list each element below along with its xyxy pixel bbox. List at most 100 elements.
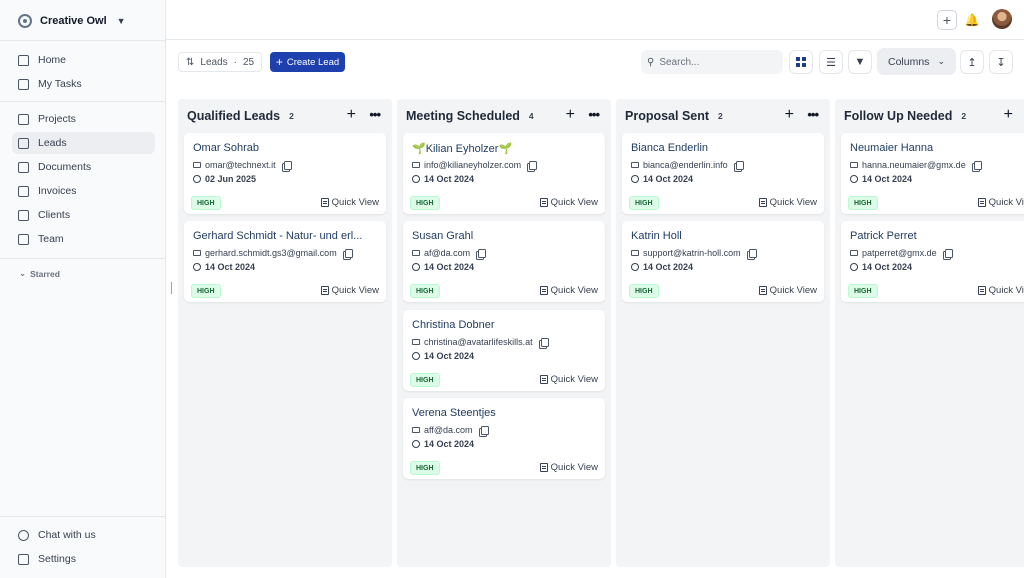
more-options-icon[interactable]: ••• <box>369 107 381 122</box>
lead-email-row: omar@technext.it <box>193 160 292 170</box>
sidebar-item-settings[interactable]: Settings <box>12 548 155 570</box>
create-lead-button[interactable]: + Create Lead <box>270 52 345 72</box>
quick-view-button[interactable]: Quick View <box>977 285 1024 296</box>
sidebar-resize-handle[interactable] <box>171 282 173 294</box>
bell-icon[interactable]: 🔔 <box>964 13 980 27</box>
quick-view-label: Quick View <box>988 285 1024 296</box>
add-card-icon[interactable]: + <box>346 106 356 123</box>
clock-icon <box>193 175 201 183</box>
sidebar-item-my-tasks[interactable]: My Tasks <box>12 73 155 95</box>
list-view-button[interactable]: ☰ <box>819 50 843 74</box>
sidebar-item-invoices[interactable]: Invoices <box>12 180 155 202</box>
copy-icon[interactable] <box>529 160 538 170</box>
lead-name[interactable]: Verena Steentjes <box>412 407 496 419</box>
lead-card[interactable]: Neumaier Hanna hanna.neumaier@gmx.de 14 … <box>841 133 1024 214</box>
sidebar-item-chat[interactable]: Chat with us <box>12 524 155 546</box>
lead-date: 14 Oct 2024 <box>424 174 475 184</box>
lead-name[interactable]: Christina Dobner <box>412 319 495 331</box>
lead-date: 14 Oct 2024 <box>643 174 694 184</box>
lead-card[interactable]: Gerhard Schmidt - Natur- und erl... gerh… <box>184 221 386 302</box>
lead-card[interactable]: Bianca Enderlin bianca@enderlin.info 14 … <box>622 133 824 214</box>
quick-view-button[interactable]: Quick View <box>758 197 817 208</box>
lead-card[interactable]: Omar Sohrab omar@technext.it 02 Jun 2025… <box>184 133 386 214</box>
priority-badge: HIGH <box>191 196 221 210</box>
lead-date: 14 Oct 2024 <box>424 439 475 449</box>
search-icon: ⚲ <box>647 56 655 68</box>
lead-email-row: support@katrin-holl.com <box>631 248 757 258</box>
starred-section-toggle[interactable]: ⌄ Starred <box>19 268 60 279</box>
import-button[interactable]: ↧ <box>989 50 1013 74</box>
mail-icon <box>850 162 858 168</box>
add-icon[interactable]: + <box>937 10 957 30</box>
quick-view-label: Quick View <box>988 197 1024 208</box>
copy-icon[interactable] <box>344 248 353 258</box>
workspace-switcher[interactable]: Creative Owl ▼ <box>18 12 126 30</box>
mail-icon <box>412 339 420 345</box>
lead-email-row: af@da.com <box>412 248 487 258</box>
lead-card[interactable]: Katrin Holl support@katrin-holl.com 14 O… <box>622 221 824 302</box>
priority-badge: HIGH <box>629 284 659 298</box>
chat-icon <box>18 529 29 541</box>
lead-card[interactable]: 🌱Kilian Eyholzer🌱 info@kilianeyholzer.co… <box>403 133 605 214</box>
lead-card[interactable]: Christina Dobner christina@avatarlifeski… <box>403 310 605 391</box>
owl-logo-icon <box>18 14 32 28</box>
add-card-icon[interactable]: + <box>1003 106 1013 123</box>
quick-view-button[interactable]: Quick View <box>977 197 1024 208</box>
sidebar-item-documents[interactable]: Documents <box>12 156 155 178</box>
copy-icon[interactable] <box>478 248 487 258</box>
more-options-icon[interactable]: ••• <box>807 107 819 122</box>
sidebar-item-clients[interactable]: Clients <box>12 204 155 226</box>
priority-badge: HIGH <box>410 284 440 298</box>
copy-icon[interactable] <box>480 425 489 435</box>
add-card-icon[interactable]: + <box>784 106 794 123</box>
filter-button[interactable]: ▼ <box>848 50 872 74</box>
lead-date-row: 02 Jun 2025 <box>193 174 256 184</box>
board-view-button[interactable] <box>789 50 813 74</box>
top-bar: + 🔔 <box>166 0 1024 40</box>
sidebar-item-home[interactable]: Home <box>12 49 155 71</box>
priority-badge: HIGH <box>410 196 440 210</box>
quick-view-button[interactable]: Quick View <box>758 285 817 296</box>
sidebar-item-leads[interactable]: Leads <box>12 132 155 154</box>
more-options-icon[interactable]: ••• <box>588 107 600 122</box>
search-input[interactable] <box>659 56 775 68</box>
avatar[interactable] <box>992 9 1012 29</box>
quick-view-button[interactable]: Quick View <box>320 197 379 208</box>
column-meeting-scheduled: Meeting Scheduled 4 + ••• 🌱Kilian Eyholz… <box>397 99 611 567</box>
quick-view-button[interactable]: Quick View <box>539 197 598 208</box>
lead-card[interactable]: Verena Steentjes aff@da.com 14 Oct 2024 … <box>403 398 605 479</box>
add-card-icon[interactable]: + <box>565 106 575 123</box>
columns-dropdown[interactable]: Columns ⌄ <box>877 48 956 75</box>
lead-email: christina@avatarlifeskills.at <box>424 337 533 347</box>
sidebar-item-projects[interactable]: Projects <box>12 108 155 130</box>
copy-icon[interactable] <box>944 248 953 258</box>
lead-name[interactable]: Bianca Enderlin <box>631 142 709 154</box>
quick-view-button[interactable]: Quick View <box>539 374 598 385</box>
quick-view-button[interactable]: Quick View <box>320 285 379 296</box>
lead-name[interactable]: 🌱Kilian Eyholzer🌱 <box>412 143 513 155</box>
lead-date-row: 14 Oct 2024 <box>631 174 693 184</box>
sidebar-item-team[interactable]: Team <box>12 228 155 250</box>
copy-icon[interactable] <box>748 248 757 258</box>
lead-date: 14 Oct 2024 <box>205 262 256 272</box>
copy-icon[interactable] <box>735 160 744 170</box>
lead-card[interactable]: Patrick Perret patperret@gmx.de 14 Oct 2… <box>841 221 1024 302</box>
lead-name[interactable]: Gerhard Schmidt - Natur- und erl... <box>193 230 363 242</box>
lead-name[interactable]: Patrick Perret <box>850 230 917 242</box>
export-button[interactable]: ↥ <box>960 50 984 74</box>
quick-view-button[interactable]: Quick View <box>539 285 598 296</box>
column-count: 4 <box>528 111 534 121</box>
lead-name[interactable]: Susan Grahl <box>412 230 474 242</box>
mail-icon <box>412 162 420 168</box>
lead-name[interactable]: Omar Sohrab <box>193 142 260 154</box>
copy-icon[interactable] <box>283 160 292 170</box>
quick-view-button[interactable]: Quick View <box>539 462 598 473</box>
lead-email-row: hanna.neumaier@gmx.de <box>850 160 982 170</box>
copy-icon[interactable] <box>973 160 982 170</box>
lead-name[interactable]: Katrin Holl <box>631 230 682 242</box>
copy-icon[interactable] <box>540 337 549 347</box>
lead-card[interactable]: Susan Grahl af@da.com 14 Oct 2024 HIGH Q… <box>403 221 605 302</box>
lead-date-row: 14 Oct 2024 <box>412 439 474 449</box>
clock-icon <box>412 263 420 271</box>
lead-name[interactable]: Neumaier Hanna <box>850 142 934 154</box>
